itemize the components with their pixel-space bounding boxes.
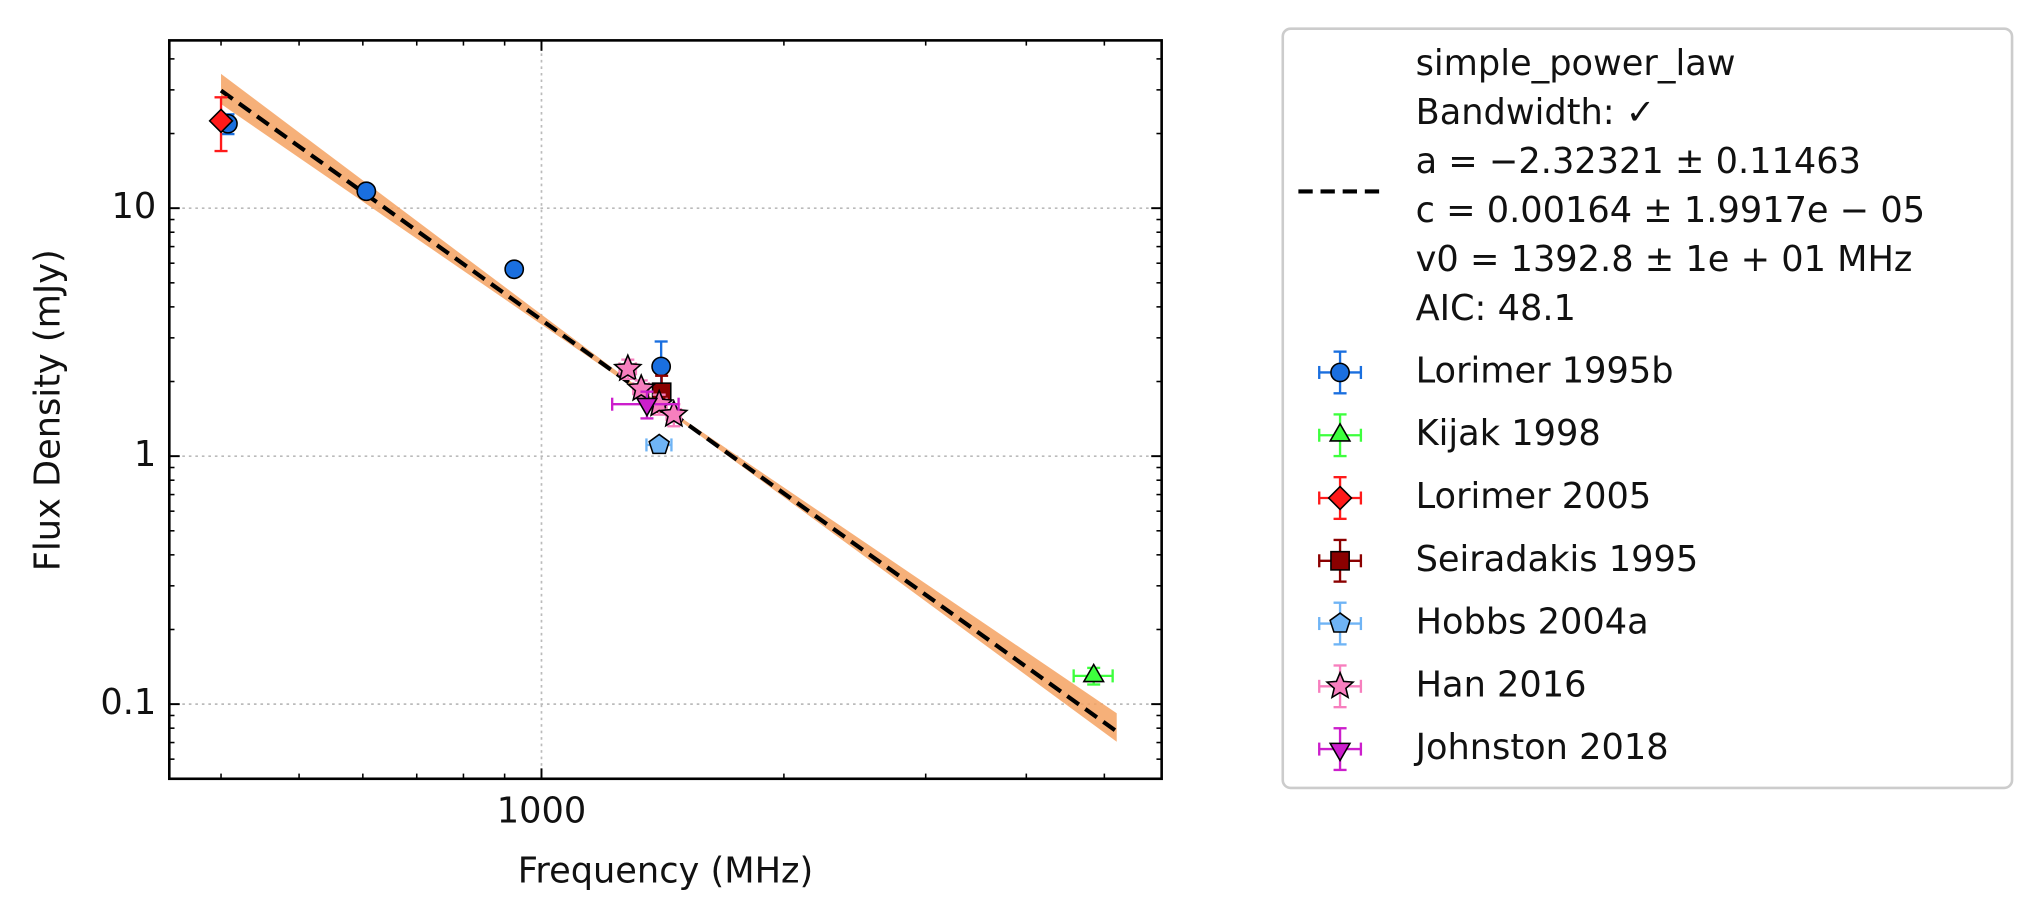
data-point <box>1082 662 1105 683</box>
legend-box <box>1281 27 2014 790</box>
legend-item: Seiradakis 1995 <box>1318 538 1699 583</box>
legend-label: Lorimer 1995b <box>1416 350 1674 391</box>
plot-frame <box>167 39 1163 781</box>
data-point <box>356 181 377 202</box>
data-point <box>651 356 672 377</box>
legend-label: Kijak 1998 <box>1416 413 1601 454</box>
data-point <box>658 398 689 428</box>
legend-marker <box>1325 670 1356 700</box>
legend-label: Han 2016 <box>1416 664 1587 705</box>
legend-label: Seiradakis 1995 <box>1416 539 1699 580</box>
legend-fit-label: a = −2.32321 ± 0.11463 <box>1416 141 1861 182</box>
legend-item: Lorimer 2005 <box>1318 475 1652 521</box>
legend-marker <box>1327 485 1353 511</box>
data-point <box>504 259 525 280</box>
fit-band <box>221 73 1117 742</box>
legend-marker <box>1328 742 1352 763</box>
legend-fit-label: v0 = 1392.8 ± 1e + 01 MHz <box>1416 239 1913 280</box>
legend-label: Johnston 2018 <box>1414 727 1669 768</box>
data-point <box>648 433 671 455</box>
legend-item: Lorimer 1995b <box>1318 350 1674 395</box>
legend-fit-label: AIC: 48.1 <box>1416 288 1576 329</box>
data-point <box>612 353 643 382</box>
legend-fit-label: Bandwidth: ✓ <box>1416 92 1656 133</box>
legend-marker <box>1328 422 1352 442</box>
y-axis-label: Flux Density (mJy) <box>27 249 68 571</box>
legend-marker <box>1330 550 1350 571</box>
legend-item: Hobbs 2004a <box>1318 601 1649 646</box>
legend-label: Hobbs 2004a <box>1416 602 1649 643</box>
legend-marker <box>1330 362 1350 383</box>
legend-marker <box>1329 612 1351 633</box>
y-tick-label: 0.1 <box>100 682 156 723</box>
legend-item: Kijak 1998 <box>1318 413 1601 458</box>
legend-fit-label: simple_power_law <box>1416 43 1736 84</box>
data-point <box>208 108 234 134</box>
legend-item: Han 2016 <box>1318 664 1587 709</box>
y-tick-label: 10 <box>112 186 157 227</box>
legend-label: Lorimer 2005 <box>1416 476 1652 517</box>
data-point <box>635 397 659 418</box>
x-axis-label: Frequency (MHz) <box>518 851 813 892</box>
legend-fit-label: c = 0.00164 ± 1.9917e − 05 <box>1416 190 1926 231</box>
x-tick-label: 1000 <box>497 791 586 832</box>
y-tick-label: 1 <box>134 434 156 475</box>
legend-item: Johnston 2018 <box>1318 727 1669 772</box>
